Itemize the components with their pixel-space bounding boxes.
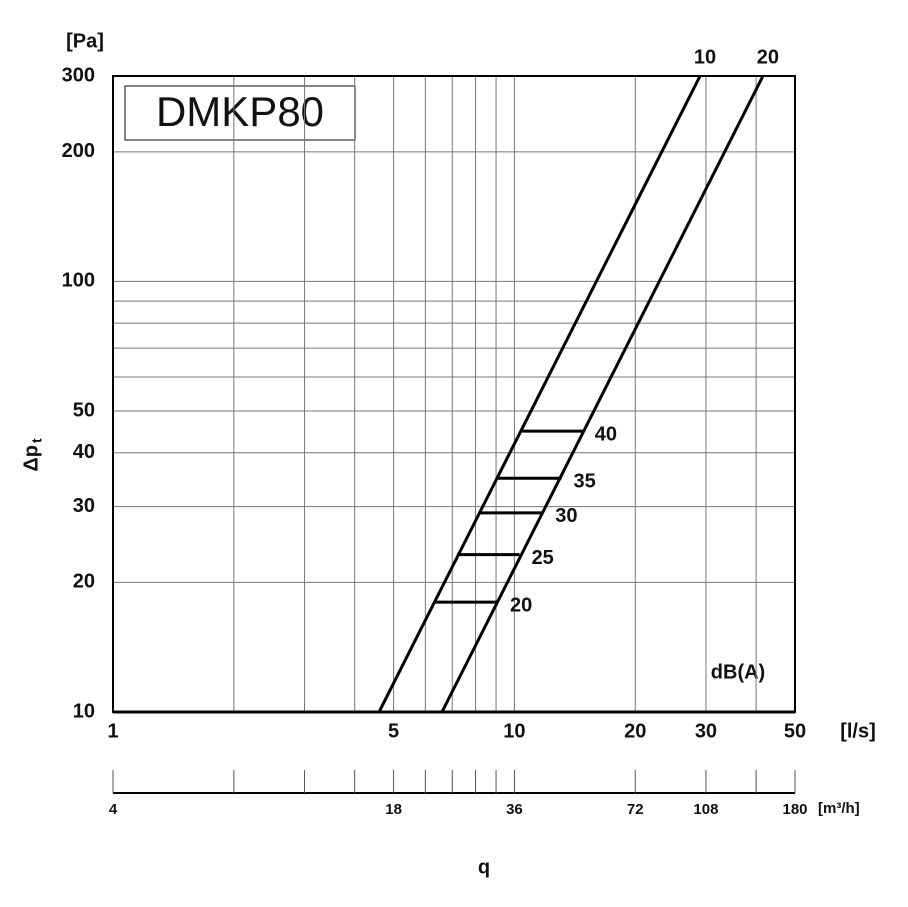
y-tick-label: 30: [73, 495, 95, 517]
series-label: 20: [757, 46, 779, 68]
x-tick-label: 30: [695, 720, 717, 742]
x-label: q: [478, 856, 490, 878]
x-unit: [l/s]: [840, 720, 876, 742]
x2-tick-label: 180: [782, 801, 807, 818]
series-line: [377, 75, 702, 713]
y-unit: [Pa]: [66, 30, 104, 52]
plot-frame: [112, 75, 796, 713]
y-tick-label: 100: [62, 270, 95, 292]
x-tick-label: 50: [784, 720, 806, 742]
x2-tick-label: 72: [627, 801, 644, 818]
x-tick-label: 20: [624, 720, 646, 742]
y-tick-label: 200: [62, 140, 95, 162]
y-tick-label: 20: [73, 571, 95, 593]
y-label-main: Δp: [20, 445, 42, 472]
x2-unit: [m³/h]: [818, 800, 860, 817]
x-tick-label: 10: [503, 720, 525, 742]
y-label: Δp t: [20, 438, 44, 472]
x2-tick-label: 36: [506, 801, 523, 818]
y-tick-label: 300: [62, 64, 95, 86]
y-tick-label: 50: [73, 399, 95, 421]
level-label: 30: [555, 505, 577, 527]
y-tick-label: 40: [73, 441, 95, 463]
chart-title: DMKP80: [156, 88, 324, 135]
series-label: 10: [694, 46, 716, 68]
x2-tick-label: 4: [109, 801, 118, 818]
x-tick-label: 1: [107, 720, 118, 742]
note: dB(A): [711, 661, 765, 683]
x2-tick-label: 108: [693, 801, 718, 818]
y-tick-label: 10: [73, 700, 95, 722]
level-label: 40: [595, 423, 617, 445]
series-line: [440, 75, 765, 713]
level-label: 25: [532, 547, 554, 569]
level-label: 35: [573, 471, 595, 493]
x2-tick-label: 18: [385, 801, 402, 818]
x-tick-label: 5: [388, 720, 399, 742]
y-label-sub: t: [29, 438, 45, 443]
level-label: 20: [510, 594, 532, 616]
